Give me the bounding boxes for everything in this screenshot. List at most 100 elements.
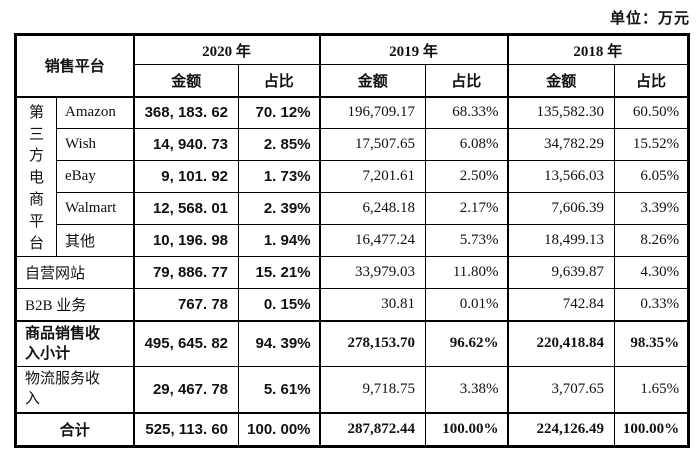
share-2020: 5. 61% bbox=[238, 366, 321, 413]
share-2019: 11.80% bbox=[425, 256, 509, 289]
sales-platform-revenue-table: 销售平台 2020 年 2019 年 2018 年 金额 占比 金额 占比 金额… bbox=[14, 33, 691, 448]
amount-2020: 9, 101. 92 bbox=[132, 160, 240, 193]
share-2020: 70. 12% bbox=[238, 96, 321, 129]
group-label-char: 方 bbox=[28, 148, 44, 165]
group-label-char: 三 bbox=[28, 126, 44, 143]
header-amount-2019: 金额 bbox=[318, 64, 427, 98]
share-2020: 2. 85% bbox=[238, 128, 321, 161]
share-2018: 100.00% bbox=[614, 411, 690, 447]
amount-2018: 13,566.03 bbox=[506, 160, 616, 193]
row-label: 物流服务收入 bbox=[14, 366, 135, 413]
amount-2018: 7,606.39 bbox=[506, 192, 616, 225]
amount-2020: 79, 886. 77 bbox=[132, 256, 240, 289]
row-label: Walmart bbox=[55, 192, 135, 225]
share-2018: 4.30% bbox=[614, 256, 690, 289]
share-2019: 2.50% bbox=[425, 160, 509, 193]
share-2018: 98.35% bbox=[614, 319, 690, 367]
table-row: 其他 10, 196. 98 1. 94% 16,477.24 5.73% 18… bbox=[16, 224, 690, 257]
amount-2019: 278,153.70 bbox=[318, 319, 427, 367]
amount-2018: 34,782.29 bbox=[506, 128, 616, 161]
share-2020: 15. 21% bbox=[238, 256, 321, 289]
share-2019: 5.73% bbox=[425, 224, 509, 257]
total-row: 合计 525, 113. 60 100. 00% 287,872.44 100.… bbox=[14, 411, 690, 447]
table-row: 物流服务收入 29, 467. 78 5. 61% 9,718.75 3.38%… bbox=[14, 366, 690, 413]
amount-2020: 495, 645. 82 bbox=[132, 319, 240, 367]
group-label-char: 第 bbox=[28, 104, 44, 121]
share-2019: 100.00% bbox=[425, 411, 509, 447]
amount-2018: 742.84 bbox=[506, 288, 616, 321]
row-label: eBay bbox=[55, 160, 135, 193]
table-row: 第 三 方 电 商 平 台 Amazon 368, 183. 62 70. 12… bbox=[15, 96, 690, 257]
row-label: 合计 bbox=[14, 411, 135, 447]
amount-2019: 6,248.18 bbox=[318, 192, 427, 225]
header-year-2018: 2018 年 bbox=[506, 34, 690, 65]
group-label-third-party-ecommerce: 第 三 方 电 商 平 台 bbox=[15, 96, 57, 257]
row-label: Wish bbox=[55, 128, 135, 161]
amount-2020: 368, 183. 62 bbox=[132, 96, 240, 129]
header-amount-2020: 金额 bbox=[132, 64, 240, 98]
amount-2018: 3,707.65 bbox=[506, 366, 616, 413]
amount-2018: 9,639.87 bbox=[506, 256, 616, 289]
amount-2018: 18,499.13 bbox=[506, 224, 616, 257]
share-2018: 8.26% bbox=[614, 224, 690, 257]
share-2019: 96.62% bbox=[425, 319, 509, 367]
header-amount-2018: 金额 bbox=[506, 64, 616, 98]
amount-2019: 16,477.24 bbox=[318, 224, 427, 257]
group-label-vertical-text: 第 三 方 电 商 平 台 bbox=[17, 101, 56, 253]
header-platform: 销售平台 bbox=[14, 34, 135, 98]
amount-2020: 29, 467. 78 bbox=[132, 366, 240, 413]
table-row: Wish 14, 940. 73 2. 85% 17,507.65 6.08% … bbox=[16, 128, 690, 161]
share-2020: 2. 39% bbox=[238, 192, 321, 225]
share-2018: 60.50% bbox=[614, 96, 690, 129]
amount-2019: 7,201.61 bbox=[318, 160, 427, 193]
row-label: 商品销售收入小计 bbox=[14, 319, 135, 367]
group-label-char: 商 bbox=[28, 192, 44, 209]
amount-2020: 14, 940. 73 bbox=[132, 128, 240, 161]
amount-2019: 33,979.03 bbox=[318, 256, 427, 289]
share-2018: 0.33% bbox=[614, 288, 690, 321]
amount-2019: 17,507.65 bbox=[318, 128, 427, 161]
share-2019: 6.08% bbox=[425, 128, 509, 161]
unit-label: 单位：万元 bbox=[609, 11, 690, 27]
group-label-char: 台 bbox=[28, 235, 44, 252]
share-2018: 3.39% bbox=[614, 192, 690, 225]
amount-2020: 525, 113. 60 bbox=[132, 411, 240, 447]
share-2018: 15.52% bbox=[614, 128, 690, 161]
header-share-2020: 占比 bbox=[238, 64, 321, 98]
row-label: B2B 业务 bbox=[14, 288, 135, 321]
share-2019: 3.38% bbox=[425, 366, 509, 413]
header-share-2018: 占比 bbox=[614, 64, 690, 98]
amount-2018: 224,126.49 bbox=[506, 411, 616, 447]
table-row: Walmart 12, 568. 01 2. 39% 6,248.18 2.17… bbox=[16, 192, 690, 225]
share-2019: 0.01% bbox=[425, 288, 509, 321]
table-row: eBay 9, 101. 92 1. 73% 7,201.61 2.50% 13… bbox=[16, 160, 690, 193]
table-row: B2B 业务 767. 78 0. 15% 30.81 0.01% 742.84… bbox=[14, 288, 690, 321]
table-row: 自营网站 79, 886. 77 15. 21% 33,979.03 11.80… bbox=[14, 256, 690, 289]
share-2018: 6.05% bbox=[614, 160, 690, 193]
share-2019: 2.17% bbox=[425, 192, 509, 225]
amount-2018: 135,582.30 bbox=[506, 96, 616, 129]
share-2018: 1.65% bbox=[614, 366, 690, 413]
share-2020: 1. 73% bbox=[238, 160, 321, 193]
share-2020: 100. 00% bbox=[238, 411, 321, 447]
share-2020: 1. 94% bbox=[238, 224, 321, 257]
amount-2019: 30.81 bbox=[318, 288, 427, 321]
header-year-2019: 2019 年 bbox=[318, 34, 509, 65]
group-label-char: 平 bbox=[28, 213, 44, 230]
amount-2019: 196,709.17 bbox=[318, 96, 427, 129]
share-2020: 0. 15% bbox=[238, 288, 321, 321]
row-label: Amazon bbox=[55, 96, 135, 129]
amount-2019: 287,872.44 bbox=[318, 411, 427, 447]
header-share-2019: 占比 bbox=[425, 64, 509, 98]
subtotal-row: 商品销售收入小计 495, 645. 82 94. 39% 278,153.70… bbox=[14, 319, 690, 367]
row-label: 自营网站 bbox=[14, 256, 135, 289]
amount-2018: 220,418.84 bbox=[506, 319, 616, 367]
amount-2020: 12, 568. 01 bbox=[132, 192, 240, 225]
amount-2020: 767. 78 bbox=[132, 288, 240, 321]
group-label-char: 电 bbox=[28, 170, 44, 187]
share-2020: 94. 39% bbox=[238, 319, 321, 367]
amount-2020: 10, 196. 98 bbox=[132, 224, 240, 257]
row-label: 其他 bbox=[55, 224, 135, 257]
header-year-2020: 2020 年 bbox=[132, 34, 321, 65]
share-2019: 68.33% bbox=[425, 96, 509, 129]
